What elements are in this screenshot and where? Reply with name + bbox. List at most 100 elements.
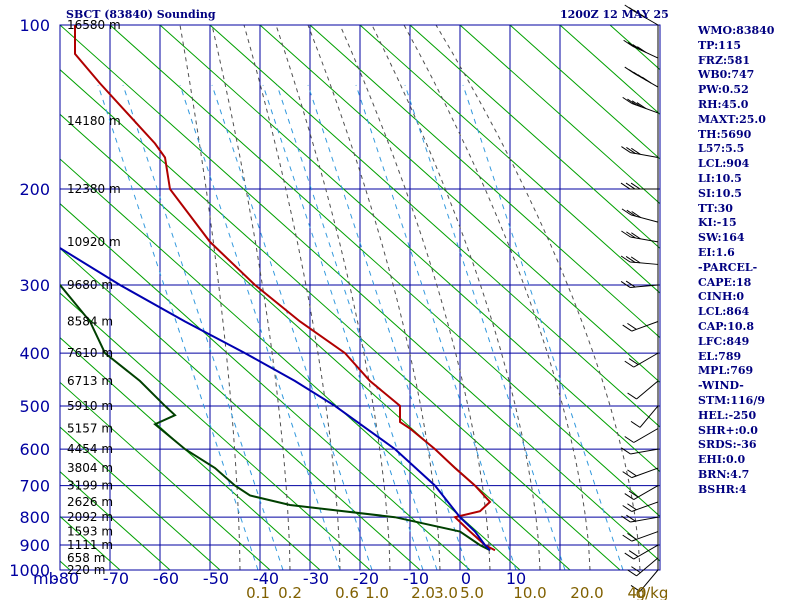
- height-label: 5910 m: [67, 399, 113, 413]
- wind-barb-flag: [637, 12, 648, 19]
- temperature-tick-label: -10: [403, 569, 429, 588]
- moist-adiabat-line: [403, 25, 591, 570]
- parcel-profile: [60, 246, 491, 551]
- wind-barb-flag: [632, 44, 643, 51]
- dry-adiabat-line: [109, 25, 660, 518]
- wind-barb-flag: [622, 534, 632, 542]
- temperature-tick-label: -70: [103, 569, 129, 588]
- wind-barb-flag: [627, 469, 637, 477]
- wind-barb-flag: [625, 280, 636, 288]
- temperature-tick-label: 0: [461, 569, 471, 588]
- wind-barb-flag: [621, 230, 631, 238]
- moist-adiabat-line: [243, 25, 341, 570]
- index-line: BRN:4.7: [698, 467, 750, 481]
- pressure-tick-label: 200: [19, 180, 50, 199]
- index-line: CINH:0: [698, 290, 745, 304]
- dry-adiabat-line: [309, 25, 660, 339]
- wind-barb-shaft: [630, 516, 659, 523]
- temperature-tick-label: -20: [353, 569, 379, 588]
- wind-barb-shaft: [633, 428, 659, 443]
- wind-barb: [622, 501, 659, 512]
- wind-barbs: [620, 4, 659, 592]
- mixing-ratio-label: g/kg: [636, 584, 669, 600]
- sounding-profiles: [60, 25, 496, 552]
- wind-barb: [620, 182, 658, 190]
- wind-barb-flag: [622, 96, 632, 104]
- stability-indices: WMO:83840 TP:115 FRZ:581 WB0:747 PW:0.52 RH:4…: [698, 24, 798, 498]
- wind-barb-shaft: [639, 405, 659, 428]
- wind-barb-flag: [627, 392, 637, 400]
- dry-adiabat-line: [509, 25, 660, 160]
- index-line: SW:164: [698, 231, 745, 245]
- wind-barb-flag: [624, 436, 635, 443]
- wind-barb-flag: [628, 490, 639, 498]
- index-line: MAXT:25.0: [698, 112, 766, 126]
- wind-barb: [621, 208, 659, 223]
- wind-barb-flag: [631, 566, 641, 574]
- wind-barb-flag: [630, 256, 641, 264]
- index-line: KI:-15: [698, 216, 737, 230]
- wind-barb-flag: [624, 360, 635, 368]
- temperature-tick-label: -40: [253, 569, 279, 588]
- index-line: BSHR:4: [698, 482, 747, 496]
- wind-barb-flag: [620, 182, 631, 190]
- dry-adiabat-line: [60, 381, 271, 570]
- index-line: SI:10.5: [698, 186, 742, 200]
- wind-barb-flag: [626, 147, 636, 154]
- dry-adiabat-line: [259, 25, 660, 384]
- index-line: HEL:-250: [698, 408, 757, 422]
- temperature-tick-label: -60: [153, 569, 179, 588]
- wind-barb-shaft: [631, 321, 659, 332]
- mixing-ratio-label: 10.0: [513, 584, 546, 600]
- wind-barb: [624, 66, 659, 88]
- pressure-tick-label: 700: [19, 477, 50, 496]
- index-line: RH:45.0: [698, 97, 749, 111]
- wind-barb: [622, 467, 659, 479]
- clipped-grid: [60, 25, 660, 570]
- wind-barb: [627, 380, 659, 400]
- wind-barb-flag: [622, 471, 632, 479]
- mixing-ratio-line: [97, 84, 259, 570]
- height-label: 10920 m: [67, 235, 121, 249]
- pressure-tick-label: 800: [19, 508, 50, 527]
- moist-adiabat-line: [275, 25, 391, 570]
- wind-barb-shaft: [633, 352, 659, 368]
- wind-barb-flag: [621, 515, 631, 523]
- temperature-tick-label: 10: [506, 569, 526, 588]
- dry-adiabat-line: [209, 25, 660, 428]
- wind-barb: [621, 447, 659, 455]
- index-line: LI:10.5: [698, 171, 742, 185]
- height-label: 3199 m: [67, 479, 113, 493]
- wind-barb-flag: [641, 76, 652, 84]
- wind-barb: [621, 514, 659, 523]
- pressure-tick-label: 300: [19, 276, 50, 295]
- dry-adiabat-line: [60, 203, 471, 570]
- wind-barb-flag: [626, 231, 636, 239]
- height-label: 16580 m: [67, 18, 121, 32]
- wind-barb-flag: [628, 550, 639, 557]
- mixing-ratio-label: 0.6: [335, 584, 359, 600]
- pressure-tick-label: 900: [19, 536, 50, 555]
- index-line: MPL:769: [698, 364, 754, 378]
- index-line: WB0:747: [698, 68, 755, 82]
- index-line: -PARCEL-: [698, 260, 758, 274]
- chart-title: SBCT (83840) Sounding: [66, 8, 216, 21]
- wind-barb: [624, 544, 659, 560]
- wind-barb-shaft: [633, 544, 659, 560]
- mixing-ratio-label: 1.0: [365, 584, 389, 600]
- index-line: EL:789: [698, 349, 742, 363]
- height-label: 9680 m: [67, 278, 113, 292]
- height-label: 14180 m: [67, 114, 121, 128]
- pressure-tick-label: 1000: [9, 561, 50, 580]
- dry-adiabat-line: [459, 25, 660, 205]
- wind-barb-flag: [636, 102, 647, 109]
- index-line: LCL:864: [698, 305, 750, 319]
- wind-barb-flag: [630, 182, 641, 190]
- wind-barb-flag: [625, 182, 636, 190]
- dry-adiabat-line: [60, 292, 371, 570]
- mixing-ratio-label: 40: [627, 584, 646, 600]
- mixing-ratio-line: [355, 84, 517, 570]
- index-line: WMO:83840: [698, 24, 775, 37]
